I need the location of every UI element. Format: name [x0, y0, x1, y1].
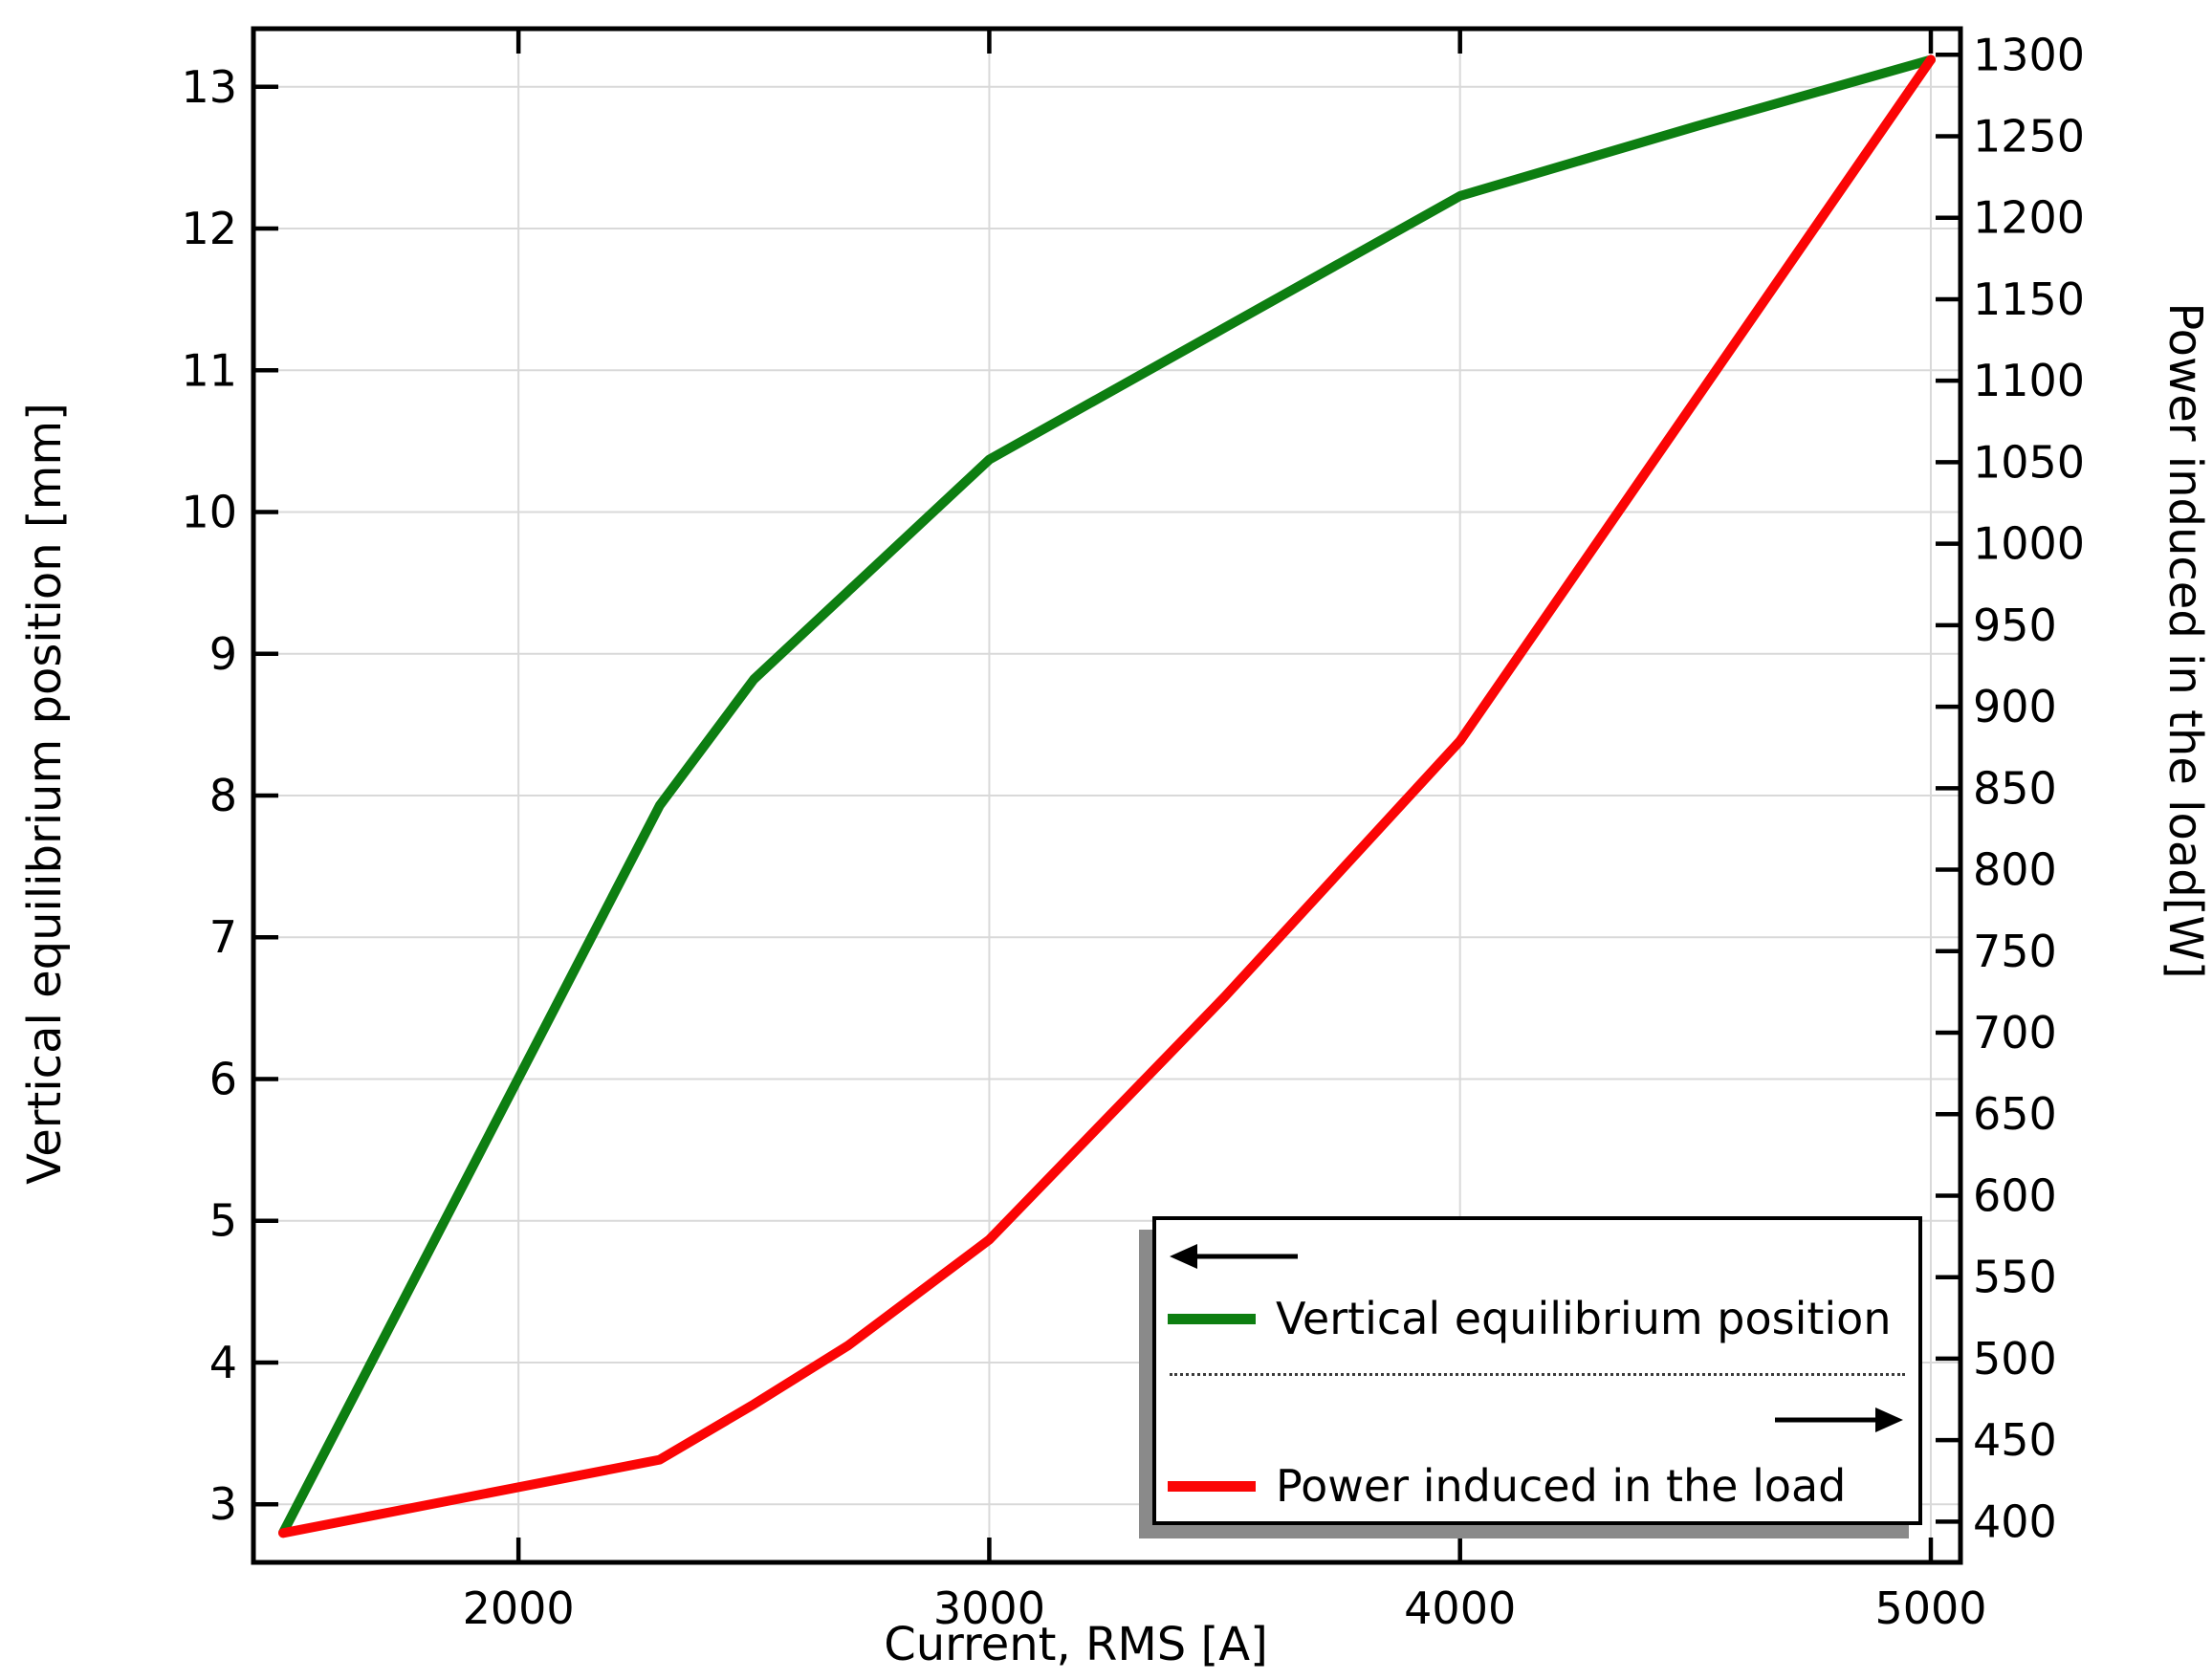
red-line-swatch	[1168, 1480, 1256, 1492]
legend: Vertical equilibrium position Power indu…	[1152, 1216, 1922, 1525]
left-y-tick-label: 3	[209, 1478, 237, 1530]
tick-labels: 2000 3000 4000 5000 3 4 5 6 7 8 9 10 11 12 13 400 450 500…	[181, 29, 2085, 1634]
right-y-tick-label: 1050	[1973, 436, 2085, 488]
right-y-tick-label: 500	[1973, 1333, 2057, 1385]
right-y-tick-label: 700	[1973, 1007, 2057, 1058]
x-tick-label: 3000	[933, 1582, 1045, 1634]
left-axis-arrow-icon	[1170, 1244, 1298, 1269]
legend-label-power-induced: Power induced in the load	[1276, 1460, 1847, 1512]
left-y-tick-label: 13	[181, 61, 237, 113]
legend-divider	[1170, 1373, 1905, 1376]
right-y-tick-label: 550	[1973, 1252, 2057, 1303]
left-y-tick-label: 11	[181, 344, 237, 396]
series-line-1	[278, 55, 1936, 1538]
right-y-axis-label: Power induced in the load[W]	[2158, 302, 2212, 979]
right-y-tick-label: 1000	[1973, 518, 2085, 570]
left-y-tick-label: 8	[209, 770, 237, 821]
left-y-tick-label: 9	[209, 628, 237, 680]
x-tick-label: 4000	[1404, 1582, 1516, 1634]
right-axis-arrow-icon	[1775, 1407, 1903, 1432]
left-y-axis-label: Vertical equilibrium position [mm]	[18, 403, 72, 1185]
left-y-tick-label: 4	[209, 1337, 237, 1388]
right-y-tick-label: 1250	[1973, 111, 2085, 163]
right-y-tick-label: 600	[1973, 1169, 2057, 1221]
right-y-tick-label: 1200	[1973, 192, 2085, 244]
right-y-tick-label: 800	[1973, 844, 2057, 896]
left-y-tick-label: 12	[181, 203, 237, 254]
right-y-tick-label: 900	[1973, 681, 2057, 732]
green-line-swatch	[1168, 1313, 1256, 1324]
legend-label-vertical-position: Vertical equilibrium position	[1276, 1293, 1892, 1344]
right-y-tick-label: 1150	[1973, 273, 2085, 325]
left-y-tick-label: 7	[209, 911, 237, 963]
series-line-0	[278, 55, 1936, 1538]
left-y-tick-label: 10	[181, 487, 237, 538]
left-y-tick-label: 5	[209, 1195, 237, 1247]
tick-marks	[253, 29, 1960, 1562]
right-y-tick-label: 650	[1973, 1088, 2057, 1140]
legend-item-vertical-position: Vertical equilibrium position	[1168, 1293, 1892, 1344]
x-axis-label: Current, RMS [A]	[884, 1618, 1268, 1671]
right-y-tick-label: 1300	[1973, 29, 2085, 80]
legend-item-power-induced: Power induced in the load	[1168, 1460, 1847, 1512]
left-y-tick-label: 6	[209, 1053, 237, 1104]
right-y-tick-label: 850	[1973, 762, 2057, 814]
right-y-tick-label: 750	[1973, 926, 2057, 977]
right-y-tick-label: 1100	[1973, 355, 2085, 406]
right-y-tick-label: 950	[1973, 600, 2057, 651]
gridlines	[253, 29, 1960, 1562]
right-y-tick-label: 450	[1973, 1414, 2057, 1466]
right-y-tick-label: 400	[1973, 1495, 2057, 1547]
x-tick-label: 5000	[1874, 1582, 1986, 1634]
x-tick-label: 2000	[463, 1582, 575, 1634]
